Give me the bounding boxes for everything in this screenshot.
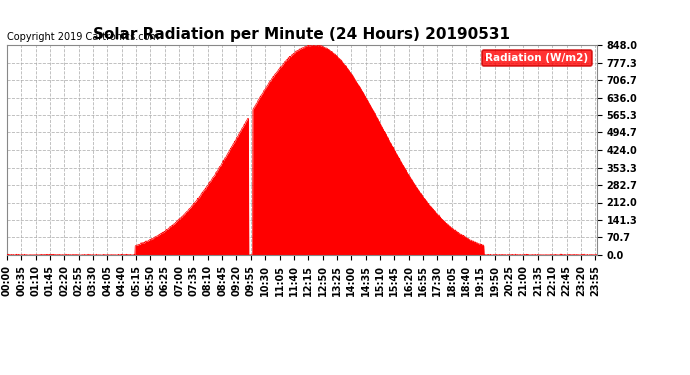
Legend: Radiation (W/m2): Radiation (W/m2) [482,50,591,66]
Text: Copyright 2019 Cartronics.com: Copyright 2019 Cartronics.com [7,32,159,42]
Title: Solar Radiation per Minute (24 Hours) 20190531: Solar Radiation per Minute (24 Hours) 20… [93,27,511,42]
